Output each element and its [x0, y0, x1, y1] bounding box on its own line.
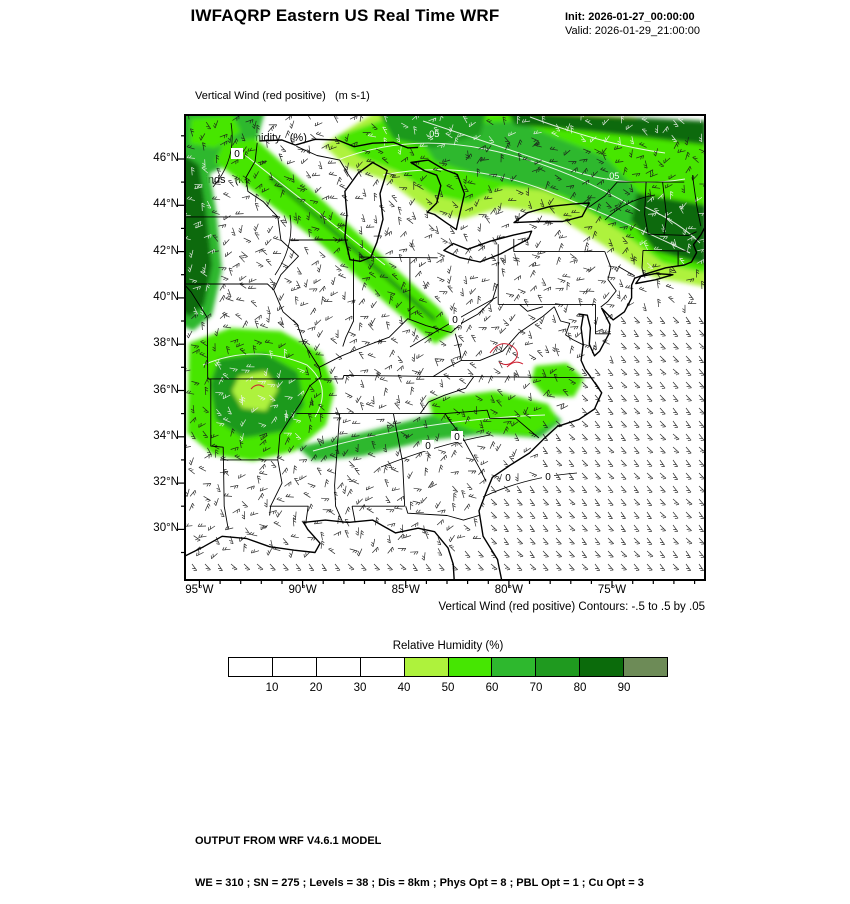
svg-text:.05: .05	[427, 129, 440, 139]
colorbar-title: Relative Humidity (%)	[392, 640, 504, 652]
map-plot: .05 .05 0 0 0 0 0 0	[178, 114, 706, 588]
lon-axis-label: 80°W	[494, 584, 524, 596]
valid-time: Valid: 2026-01-29_21:00:00	[565, 25, 700, 37]
colorbar-tick-label: 70	[529, 682, 543, 694]
contour-labels-white: .05 .05	[427, 129, 620, 181]
contour-zero-labels: 0 0 0 0 0 0	[231, 148, 554, 484]
lon-axis-label: 75°W	[597, 584, 627, 596]
lon-axis-label: 90°W	[288, 584, 317, 596]
svg-text:0: 0	[505, 473, 511, 484]
lat-axis-label: 38°N	[153, 337, 179, 350]
lon-axis-label: 95°W	[185, 584, 214, 596]
colorbar-tick-label: 30	[353, 682, 367, 694]
svg-text:0: 0	[454, 432, 460, 443]
colorbar-tick-label: 60	[485, 682, 499, 694]
great-lakes	[259, 138, 590, 263]
lat-axis-label: 44°N	[153, 198, 179, 211]
colorbar-tick-label: 10	[265, 682, 279, 694]
footer-config-line: WE = 310 ; SN = 275 ; Levels = 38 ; Dis …	[195, 877, 644, 889]
colorbar-tick-label: 90	[617, 682, 631, 694]
colorbar-box	[535, 657, 581, 677]
run-times: Init: 2026-01-27_00:00:00 Valid: 2026-01…	[565, 10, 700, 38]
state-borders	[185, 142, 702, 530]
contour-note: Vertical Wind (red positive) Contours: -…	[438, 601, 705, 613]
lat-axis-label: 30°N	[153, 522, 179, 535]
svg-text:0: 0	[545, 472, 551, 483]
vertical-wind-contours-red	[250, 343, 524, 390]
footer: OUTPUT FROM WRF V4.6.1 MODEL WE = 310 ; …	[195, 806, 644, 904]
footer-model-line: OUTPUT FROM WRF V4.6.1 MODEL	[195, 835, 382, 847]
svg-text:0: 0	[452, 315, 458, 326]
svg-text:.05: .05	[607, 171, 620, 181]
map-frame	[184, 114, 706, 581]
colorbar-box	[271, 657, 317, 677]
init-time: Init: 2026-01-27_00:00:00	[565, 11, 695, 23]
svg-text:0: 0	[234, 149, 240, 160]
lat-axis-label: 46°N	[153, 152, 179, 164]
lat-axis-label: 40°N	[153, 290, 179, 303]
lat-axis-label: 34°N	[153, 429, 179, 442]
axis-ticks	[178, 135, 696, 588]
wind-barbs-light	[185, 115, 705, 442]
colorbar-box	[491, 657, 537, 677]
colorbar-tick-label: 40	[397, 682, 411, 694]
colorbar-box	[447, 657, 493, 677]
coastline	[185, 226, 705, 580]
colorbar	[228, 657, 669, 677]
colorbar-box	[315, 657, 361, 677]
legend-vertical-wind: Vertical Wind (red positive) (m s-1)	[195, 90, 370, 102]
colorbar-tick-label: 20	[309, 682, 323, 694]
vertical-wind-contours-black	[212, 122, 656, 498]
colorbar-tick-label: 50	[441, 682, 455, 694]
colorbar-box	[403, 657, 449, 677]
lon-axis-label: 85°W	[391, 584, 420, 596]
lat-axis-label: 32°N	[153, 476, 179, 489]
lat-axis-label: 42°N	[153, 244, 179, 257]
colorbar-box	[579, 657, 625, 677]
colorbar-box	[359, 657, 405, 677]
colorbar-box	[228, 657, 273, 677]
colorbar-tick-label: 80	[573, 682, 587, 694]
lat-axis-label: 36°N	[153, 383, 179, 396]
plot-title: IWFAQRP Eastern US Real Time WRF	[190, 6, 500, 25]
colorbar-box	[623, 657, 669, 677]
svg-text:0: 0	[425, 441, 431, 452]
